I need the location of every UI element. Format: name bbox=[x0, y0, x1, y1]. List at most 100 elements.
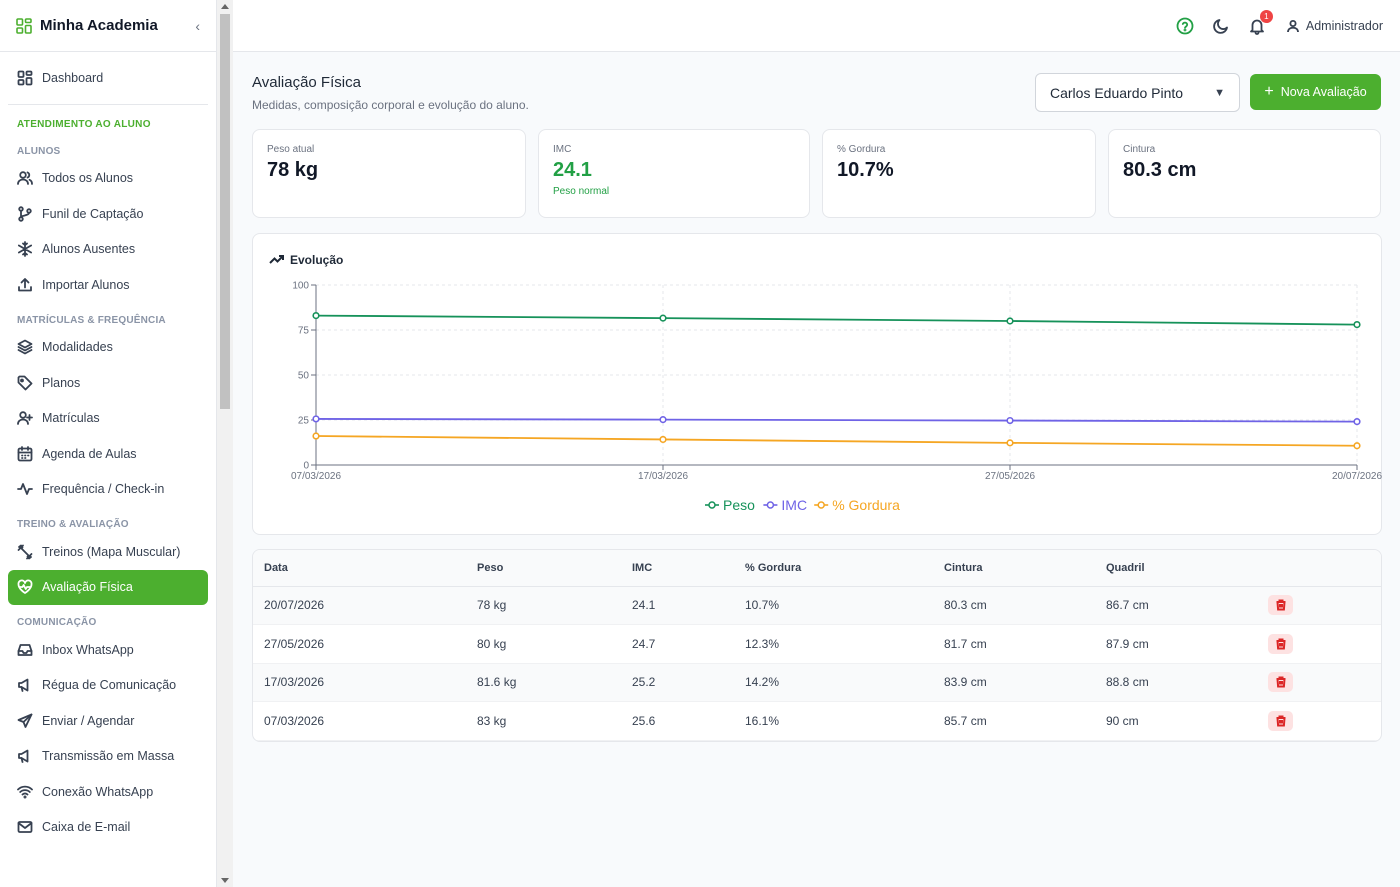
sidebar-item-funil[interactable]: Funil de Captação bbox=[0, 196, 216, 232]
column-header: Peso bbox=[477, 561, 504, 574]
sidebar-item-todos-alunos[interactable]: Todos os Alunos bbox=[0, 161, 216, 197]
user-menu[interactable]: Administrador bbox=[1286, 19, 1383, 33]
table-cell: 88.8 cm bbox=[1106, 675, 1149, 690]
page-header: Avaliação Física Medidas, composição cor… bbox=[252, 52, 1382, 128]
table-cell-actions bbox=[1257, 586, 1381, 625]
activity-icon bbox=[17, 483, 33, 496]
dark-mode-moon-icon[interactable] bbox=[1212, 17, 1230, 35]
delete-button[interactable] bbox=[1268, 633, 1293, 654]
sidebar-item-label: Todos os Alunos bbox=[42, 171, 134, 186]
table-cell: 86.7 cm bbox=[1106, 598, 1149, 613]
data-point bbox=[312, 415, 320, 423]
table-cell: 27/05/2026 bbox=[264, 636, 325, 651]
table-cell: 16.1% bbox=[745, 713, 780, 728]
y-tick-label: 50 bbox=[298, 371, 310, 382]
table-cell-actions bbox=[1257, 702, 1381, 741]
card-label: % Gordura bbox=[837, 144, 886, 155]
group-title-treino: TREINO & AVALIAÇÃO bbox=[17, 519, 129, 530]
sidebar-item-label: Enviar / Agendar bbox=[42, 713, 135, 728]
y-tick-label: 0 bbox=[303, 461, 309, 472]
scroll-up-arrow-icon[interactable] bbox=[221, 4, 229, 9]
sidebar-item-transmissao[interactable]: Transmissão em Massa bbox=[0, 739, 216, 775]
metric-cards: Peso atual 78 kg IMC 24.1 Peso normal % … bbox=[252, 129, 1382, 218]
sidebar-item-label: Inbox WhatsApp bbox=[42, 642, 134, 657]
table-cell: 20/07/2026 bbox=[264, 598, 325, 613]
notifications-bell-icon[interactable]: 1 bbox=[1248, 9, 1273, 35]
sidebar-item-frequencia[interactable]: Frequência / Check-in bbox=[0, 472, 216, 508]
sidebar-item-modalidades[interactable]: Modalidades bbox=[0, 330, 216, 366]
trash-icon bbox=[1276, 715, 1285, 727]
data-point bbox=[1353, 320, 1361, 329]
sidebar-item-enviar[interactable]: Enviar / Agendar bbox=[0, 703, 216, 739]
delete-button[interactable] bbox=[1268, 710, 1293, 731]
delete-button[interactable] bbox=[1268, 672, 1293, 693]
table-cell: 81.6 kg bbox=[477, 675, 517, 690]
trash-icon bbox=[1276, 638, 1285, 650]
table-row: 20/07/2026 78 kg 24.1 10.7% 80.3 cm 86.7 cm bbox=[253, 586, 1381, 625]
card-value: 10.7% bbox=[837, 159, 894, 181]
sidebar-item-treinos[interactable]: Treinos (Mapa Muscular) bbox=[0, 534, 216, 570]
sidebar-item-label: Matrículas bbox=[42, 411, 100, 426]
sidebar-item-label: Funil de Captação bbox=[42, 206, 144, 221]
sidebar-item-ausentes[interactable]: Alunos Ausentes bbox=[0, 232, 216, 268]
student-select[interactable]: Carlos Eduardo Pinto ▼ bbox=[1035, 73, 1240, 112]
page-title: Avaliação Física bbox=[252, 74, 361, 91]
column-header: Quadril bbox=[1106, 561, 1145, 574]
help-icon[interactable] bbox=[1176, 17, 1194, 35]
card-label: Cintura bbox=[1123, 144, 1156, 155]
sidebar-item-regua[interactable]: Régua de Comunicação bbox=[0, 668, 216, 704]
delete-button[interactable] bbox=[1268, 595, 1293, 616]
series-line bbox=[315, 435, 1358, 447]
sidebar-item-planos[interactable]: Planos bbox=[0, 365, 216, 401]
sidebar-item-conexao[interactable]: Conexão WhatsApp bbox=[0, 774, 216, 810]
evolution-chart-card: 0 25 50 75 100 07/03/2026 17/03/2026 27/05/2026… bbox=[252, 233, 1382, 535]
tag-icon bbox=[17, 375, 33, 391]
mail-icon bbox=[17, 821, 33, 834]
plus-icon: + bbox=[1264, 83, 1274, 100]
notification-badge: 1 bbox=[1259, 9, 1273, 23]
table-cell: 80 kg bbox=[477, 636, 507, 651]
sidebar-scrollbar[interactable] bbox=[217, 0, 233, 887]
app-name: Minha Academia bbox=[40, 17, 158, 34]
dumbbell-icon bbox=[17, 544, 33, 560]
card-value: 78 kg bbox=[267, 159, 319, 181]
data-point bbox=[1006, 439, 1014, 447]
sidebar-item-label: Modalidades bbox=[42, 340, 113, 355]
card-label: IMC bbox=[553, 144, 572, 155]
sidebar-item-dashboard[interactable]: Dashboard bbox=[0, 60, 216, 96]
snowflake-icon bbox=[18, 241, 32, 258]
card-cintura: Cintura 80.3 cm bbox=[1108, 129, 1381, 218]
sidebar-item-importar[interactable]: Importar Alunos bbox=[0, 267, 216, 303]
broadcast-icon bbox=[18, 749, 29, 764]
sidebar-item-avaliacao[interactable]: Avaliação Física bbox=[8, 569, 208, 605]
new-evaluation-label: Nova Avaliação bbox=[1280, 85, 1367, 99]
scroll-down-arrow-icon[interactable] bbox=[221, 878, 229, 883]
sidebar-item-agenda[interactable]: Agenda de Aulas bbox=[0, 436, 216, 472]
data-point bbox=[659, 314, 667, 322]
sidebar-item-matriculas[interactable]: Matrículas bbox=[0, 401, 216, 437]
table-cell: 24.7 bbox=[632, 636, 656, 651]
collapse-sidebar-icon[interactable]: ‹ bbox=[195, 17, 200, 34]
x-tick-label: 20/07/2026 bbox=[1332, 471, 1382, 482]
x-tick-label: 27/05/2026 bbox=[985, 471, 1035, 482]
sidebar-item-email[interactable]: Caixa de E-mail bbox=[0, 810, 216, 846]
sidebar-item-label: Planos bbox=[42, 375, 81, 390]
table-header-row: Data Peso IMC % Gordura Cintura Quadril bbox=[253, 550, 1381, 586]
layers-icon bbox=[17, 339, 33, 355]
new-evaluation-button[interactable]: + Nova Avaliação bbox=[1250, 74, 1381, 110]
data-point bbox=[659, 435, 667, 444]
brand: Minha Academia ‹ bbox=[0, 0, 216, 52]
table-row: 17/03/2026 81.6 kg 25.2 14.2% 83.9 cm 88.8 cm bbox=[253, 663, 1381, 702]
legend-marker bbox=[817, 501, 825, 509]
table-cell: 78 kg bbox=[477, 598, 507, 613]
sidebar-item-inbox[interactable]: Inbox WhatsApp bbox=[0, 632, 216, 668]
table-cell: 87.9 cm bbox=[1106, 636, 1149, 651]
calendar-icon bbox=[17, 445, 33, 462]
table-cell: 83.9 cm bbox=[944, 675, 987, 690]
group-title-matriculas: MATRÍCULAS & FREQUÊNCIA bbox=[17, 314, 166, 326]
scrollbar-thumb[interactable] bbox=[220, 14, 230, 409]
grid-logo-icon bbox=[16, 17, 32, 34]
table-cell: 85.7 cm bbox=[944, 713, 987, 728]
sidebar-item-label: Treinos (Mapa Muscular) bbox=[42, 544, 181, 559]
column-header: IMC bbox=[632, 561, 653, 574]
